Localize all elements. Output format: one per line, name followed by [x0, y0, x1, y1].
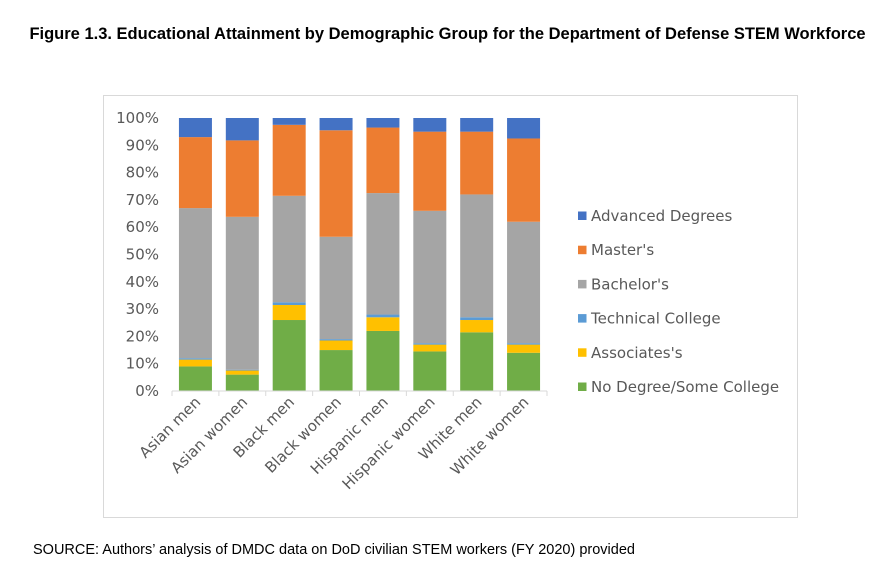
bar-segment-bachelors — [319, 236, 353, 340]
legend-swatch — [578, 314, 587, 323]
bar-segment-no-degree — [507, 352, 541, 391]
bar-segment-masters — [225, 140, 259, 217]
bar-segment-associates — [366, 317, 400, 331]
bar-segment-bachelors — [225, 216, 259, 370]
legend-swatch — [578, 382, 587, 391]
bar-segment-no-degree — [225, 374, 259, 391]
legend-label: Technical College — [590, 310, 721, 328]
bar-segment-no-degree — [366, 330, 400, 391]
bar-segment-no-degree — [413, 351, 447, 391]
bar-stack — [413, 118, 447, 391]
legend-swatch — [578, 211, 587, 220]
bar-segment-masters — [460, 131, 494, 195]
bar-segment-technical — [319, 339, 353, 341]
legend-item: Advanced Degrees — [578, 207, 732, 225]
y-tick-label: 30% — [126, 300, 159, 318]
bar-segment-bachelors — [460, 194, 494, 318]
bar-segment-advanced — [225, 118, 259, 141]
legend-item: Technical College — [578, 310, 721, 328]
bar-series — [178, 118, 541, 391]
bar-stack — [178, 118, 212, 391]
bar-segment-associates — [319, 340, 353, 351]
bar-segment-associates — [413, 344, 447, 352]
bar-segment-no-degree — [319, 350, 353, 391]
legend-swatch — [578, 348, 587, 357]
legend-label: Bachelor's — [591, 275, 669, 293]
bar-segment-technical — [225, 369, 259, 371]
bar-segment-masters — [178, 137, 212, 209]
y-tick-label: 60% — [126, 218, 159, 236]
stacked-bar-chart: 0% 10% 20% 30% 40% 50% 60% 70% 80% 90% 100% Asian … — [116, 109, 779, 493]
legend-item: Master's — [578, 241, 654, 259]
bar-segment-technical — [507, 343, 541, 345]
bar-segment-masters — [366, 127, 400, 194]
legend-item: Bachelor's — [578, 275, 669, 293]
bar-segment-no-degree — [272, 320, 306, 391]
bar-segment-advanced — [413, 118, 447, 132]
bar-stack — [225, 118, 259, 391]
bar-segment-bachelors — [366, 193, 400, 315]
bar-segment-advanced — [366, 118, 400, 128]
legend-label: Advanced Degrees — [591, 207, 732, 225]
bar-segment-advanced — [319, 118, 353, 131]
bar-segment-bachelors — [178, 208, 212, 359]
y-tick-label: 40% — [126, 273, 159, 291]
legend-label: Master's — [591, 241, 654, 259]
bar-segment-bachelors — [507, 221, 541, 344]
figure-title: Figure 1.3. Educational Attainment by De… — [29, 25, 866, 43]
legend-swatch — [578, 245, 587, 255]
bar-segment-technical — [366, 314, 400, 318]
source-note: SOURCE: Authors’ analysis of DMDC data o… — [33, 542, 635, 558]
bar-segment-associates — [460, 320, 494, 333]
y-tick-label: 10% — [126, 355, 159, 373]
y-tick-label: 70% — [126, 191, 159, 209]
bar-stack — [366, 118, 400, 391]
bar-stack — [507, 118, 541, 391]
chart-area: 0% 10% 20% 30% 40% 50% 60% 70% 80% 90% 100% Asian … — [103, 95, 798, 518]
y-tick-label: 100% — [116, 109, 159, 127]
bar-segment-advanced — [272, 118, 306, 125]
legend-swatch — [578, 279, 587, 289]
legend-item: Associates's — [578, 344, 683, 362]
bar-segment-technical — [413, 343, 447, 345]
y-axis: 0% 10% 20% 30% 40% 50% 60% 70% 80% 90% 100% — [116, 109, 159, 400]
bar-segment-advanced — [460, 118, 494, 132]
legend: Advanced Degrees Master's Bachelor's Techni… — [578, 207, 779, 396]
legend-label: No Degree/Some College — [591, 378, 779, 396]
bar-segment-masters — [507, 138, 541, 222]
y-tick-label: 90% — [126, 136, 159, 154]
bar-segment-advanced — [178, 118, 212, 138]
bar-segment-technical — [272, 302, 306, 306]
bar-segment-masters — [319, 130, 353, 237]
y-tick-label: 50% — [126, 246, 159, 264]
bar-segment-masters — [272, 124, 306, 196]
bar-stack — [460, 118, 494, 391]
bar-segment-bachelors — [413, 210, 447, 344]
bar-segment-no-degree — [460, 332, 494, 391]
bar-segment-technical — [178, 358, 212, 360]
bar-stack — [319, 118, 353, 391]
bar-segment-masters — [413, 131, 447, 211]
bar-segment-technical — [460, 317, 494, 321]
bar-segment-associates — [272, 305, 306, 321]
y-tick-label: 20% — [126, 327, 159, 345]
y-tick-label: 80% — [126, 164, 159, 182]
legend-label: Associates's — [591, 344, 683, 362]
bar-segment-associates — [178, 359, 212, 367]
y-tick-label: 0% — [135, 382, 159, 400]
legend-item: No Degree/Some College — [578, 378, 779, 396]
bar-segment-associates — [225, 370, 259, 375]
bar-segment-bachelors — [272, 195, 306, 303]
bar-segment-associates — [507, 344, 541, 353]
bar-segment-no-degree — [178, 366, 212, 391]
bar-stack — [272, 118, 306, 391]
bar-segment-advanced — [507, 118, 541, 139]
